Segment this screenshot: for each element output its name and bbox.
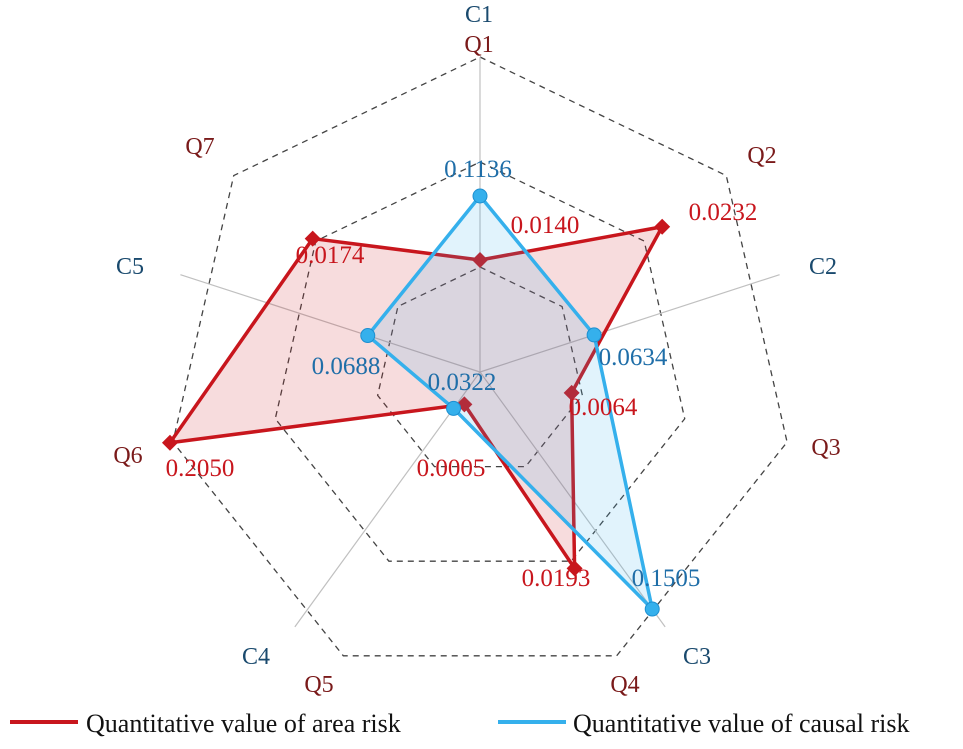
area-marker-q7 xyxy=(304,230,321,247)
causal-value-label-c5: 0.0688 xyxy=(312,353,381,380)
grid-ring-2 xyxy=(274,161,686,562)
area-marker-q6 xyxy=(161,434,178,451)
causal-marker-c1 xyxy=(472,188,488,204)
area-risk-series xyxy=(161,218,671,577)
area-value-label-q7: 0.0174 xyxy=(296,242,365,269)
axis-label-q5: Q5 xyxy=(304,672,333,698)
area-marker-q2 xyxy=(654,218,671,235)
area-value-label-q4: 0.0193 xyxy=(522,565,591,592)
legend-label-area: Quantitative value of area risk xyxy=(86,709,401,738)
area-value-label-q1: 0.0140 xyxy=(511,212,580,239)
spoke-c5 xyxy=(180,274,481,373)
area-risk-polygon xyxy=(166,224,666,575)
axis-labels: Q1 Q2 Q3 Q4 Q5 Q6 Q7 C1 C2 C3 C4 C5 xyxy=(113,2,840,698)
causal-marker-c4 xyxy=(446,400,462,416)
grid-ring-1 xyxy=(376,266,584,468)
causal-marker-c2 xyxy=(586,327,602,343)
axis-label-q1: Q1 xyxy=(464,32,493,58)
axis-label-q4: Q4 xyxy=(610,672,639,698)
causal-marker-c3 xyxy=(644,601,660,617)
spoke-c2 xyxy=(479,274,780,373)
axis-label-q3: Q3 xyxy=(811,435,840,461)
causal-value-label-c2: 0.0634 xyxy=(599,344,668,371)
axis-label-c3: C3 xyxy=(683,644,711,670)
causal-value-label-c3: 0.1505 xyxy=(632,565,701,592)
causal-value-label-c4: 0.0322 xyxy=(428,369,497,396)
area-value-label-q5: 0.0005 xyxy=(417,455,486,482)
causal-risk-polygon xyxy=(365,193,656,615)
axis-label-c4: C4 xyxy=(242,644,270,670)
area-value-label-q2: 0.0232 xyxy=(689,199,758,226)
radar-grid xyxy=(172,56,788,657)
causal-risk-series xyxy=(360,188,660,617)
area-marker-q4 xyxy=(566,560,583,577)
axis-label-c2: C2 xyxy=(809,254,837,280)
legend-label-causal: Quantitative value of causal risk xyxy=(573,709,909,738)
axis-label-q6: Q6 xyxy=(113,443,142,469)
area-marker-q3 xyxy=(563,384,580,401)
axis-label-c5: C5 xyxy=(116,254,144,280)
area-value-label-q6: 0.2050 xyxy=(166,455,235,482)
axis-label-c1: C1 xyxy=(465,2,493,28)
axis-label-q7: Q7 xyxy=(185,134,214,160)
area-value-label-q3: 0.0064 xyxy=(569,394,638,421)
legend: Quantitative value of area risk Quantita… xyxy=(10,709,909,738)
area-marker-q1 xyxy=(472,252,488,268)
axis-label-q2: Q2 xyxy=(747,143,776,169)
data-labels: 0.0140 0.0232 0.0064 0.0193 0.0005 0.2050 0.01… xyxy=(166,156,758,592)
causal-value-label-c1: 0.1136 xyxy=(444,156,512,183)
causal-marker-c5 xyxy=(360,328,376,344)
